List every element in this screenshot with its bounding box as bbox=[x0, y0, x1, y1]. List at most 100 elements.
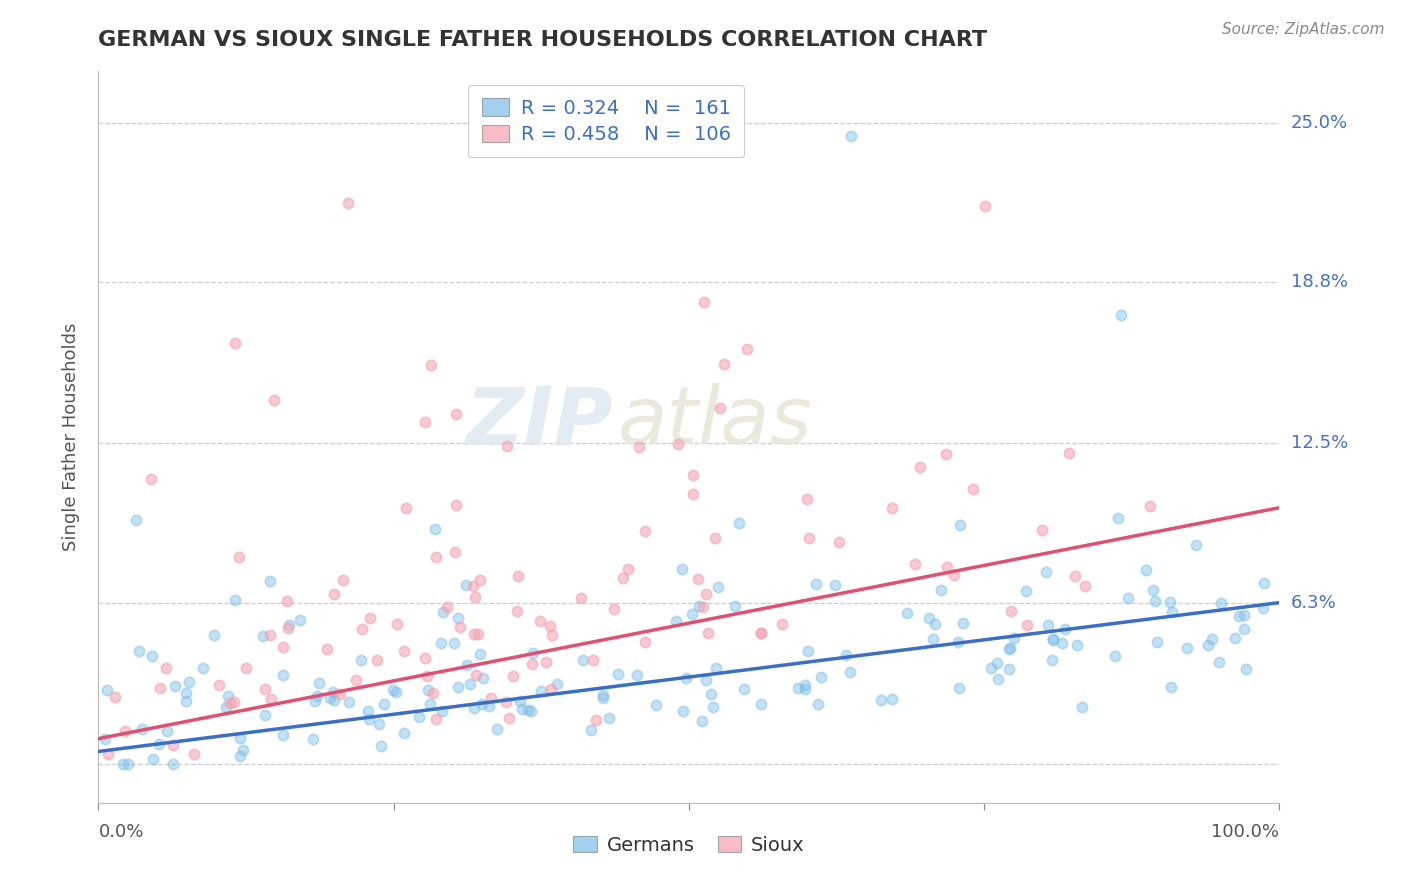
Point bbox=[936, 560, 959, 574]
Point bbox=[408, 710, 430, 724]
Point bbox=[179, 675, 201, 690]
Point bbox=[302, 732, 325, 747]
Y-axis label: Single Father Households: Single Father Households bbox=[62, 323, 80, 551]
Point bbox=[425, 712, 447, 726]
Point bbox=[692, 295, 714, 310]
Point bbox=[686, 572, 709, 586]
Point bbox=[797, 532, 820, 546]
Point bbox=[700, 687, 723, 701]
Point bbox=[162, 757, 184, 772]
Point bbox=[666, 437, 689, 451]
Point bbox=[288, 613, 311, 627]
Point bbox=[770, 617, 793, 632]
Point bbox=[918, 611, 941, 625]
Point bbox=[520, 657, 543, 671]
Point bbox=[690, 714, 713, 728]
Point bbox=[468, 647, 491, 661]
Point bbox=[337, 195, 360, 210]
Point bbox=[1139, 499, 1161, 513]
Point bbox=[141, 472, 163, 486]
Point bbox=[277, 622, 299, 636]
Point bbox=[392, 644, 415, 658]
Point bbox=[1197, 638, 1219, 652]
Point bbox=[1253, 576, 1275, 591]
Point bbox=[704, 661, 727, 675]
Point bbox=[835, 648, 858, 662]
Point bbox=[1107, 511, 1129, 525]
Point bbox=[373, 698, 395, 712]
Point bbox=[368, 716, 391, 731]
Point bbox=[581, 723, 603, 738]
Point bbox=[155, 661, 177, 675]
Point bbox=[1057, 446, 1080, 460]
Text: 12.5%: 12.5% bbox=[1291, 434, 1348, 452]
Point bbox=[344, 673, 367, 688]
Point bbox=[998, 642, 1021, 657]
Point bbox=[1015, 583, 1038, 598]
Point bbox=[749, 697, 772, 711]
Point bbox=[810, 670, 832, 684]
Point bbox=[456, 657, 478, 672]
Point bbox=[585, 714, 607, 728]
Point bbox=[446, 407, 468, 421]
Point bbox=[370, 739, 392, 753]
Point bbox=[1042, 632, 1064, 647]
Point bbox=[202, 628, 225, 642]
Point bbox=[332, 574, 354, 588]
Point bbox=[1040, 653, 1063, 667]
Point bbox=[735, 342, 758, 356]
Point bbox=[987, 672, 1010, 686]
Point bbox=[1036, 618, 1059, 632]
Point bbox=[458, 676, 481, 690]
Point bbox=[350, 653, 373, 667]
Point bbox=[506, 604, 529, 618]
Point bbox=[215, 700, 238, 714]
Point bbox=[114, 723, 136, 738]
Point bbox=[471, 672, 494, 686]
Point bbox=[304, 694, 326, 708]
Point bbox=[974, 199, 997, 213]
Point bbox=[634, 635, 657, 649]
Point bbox=[1175, 640, 1198, 655]
Point bbox=[162, 738, 184, 752]
Point bbox=[824, 578, 846, 592]
Text: 25.0%: 25.0% bbox=[1291, 113, 1348, 132]
Point bbox=[443, 636, 465, 650]
Point bbox=[713, 357, 735, 371]
Point bbox=[571, 591, 593, 605]
Point bbox=[352, 622, 374, 636]
Point bbox=[1161, 605, 1184, 619]
Point bbox=[1227, 608, 1250, 623]
Point bbox=[432, 605, 454, 619]
Point bbox=[626, 667, 648, 681]
Point bbox=[612, 571, 634, 585]
Point bbox=[502, 669, 524, 683]
Point bbox=[839, 665, 862, 680]
Point bbox=[96, 682, 118, 697]
Point bbox=[276, 594, 298, 608]
Point bbox=[1144, 593, 1167, 607]
Point bbox=[111, 757, 134, 772]
Point bbox=[423, 522, 446, 536]
Point bbox=[682, 486, 704, 500]
Point bbox=[447, 680, 470, 694]
Point bbox=[962, 482, 984, 496]
Text: 18.8%: 18.8% bbox=[1291, 273, 1347, 291]
Point bbox=[463, 627, 485, 641]
Point bbox=[870, 692, 893, 706]
Point bbox=[271, 640, 294, 655]
Point bbox=[471, 697, 494, 711]
Point bbox=[707, 580, 730, 594]
Point bbox=[751, 626, 773, 640]
Point bbox=[628, 440, 651, 454]
Point bbox=[948, 681, 970, 695]
Point bbox=[1104, 649, 1126, 664]
Point bbox=[131, 723, 153, 737]
Point bbox=[176, 694, 198, 708]
Point bbox=[841, 128, 863, 143]
Point bbox=[804, 576, 827, 591]
Point bbox=[259, 574, 281, 588]
Point bbox=[498, 711, 520, 725]
Point bbox=[510, 702, 533, 716]
Point bbox=[444, 545, 467, 559]
